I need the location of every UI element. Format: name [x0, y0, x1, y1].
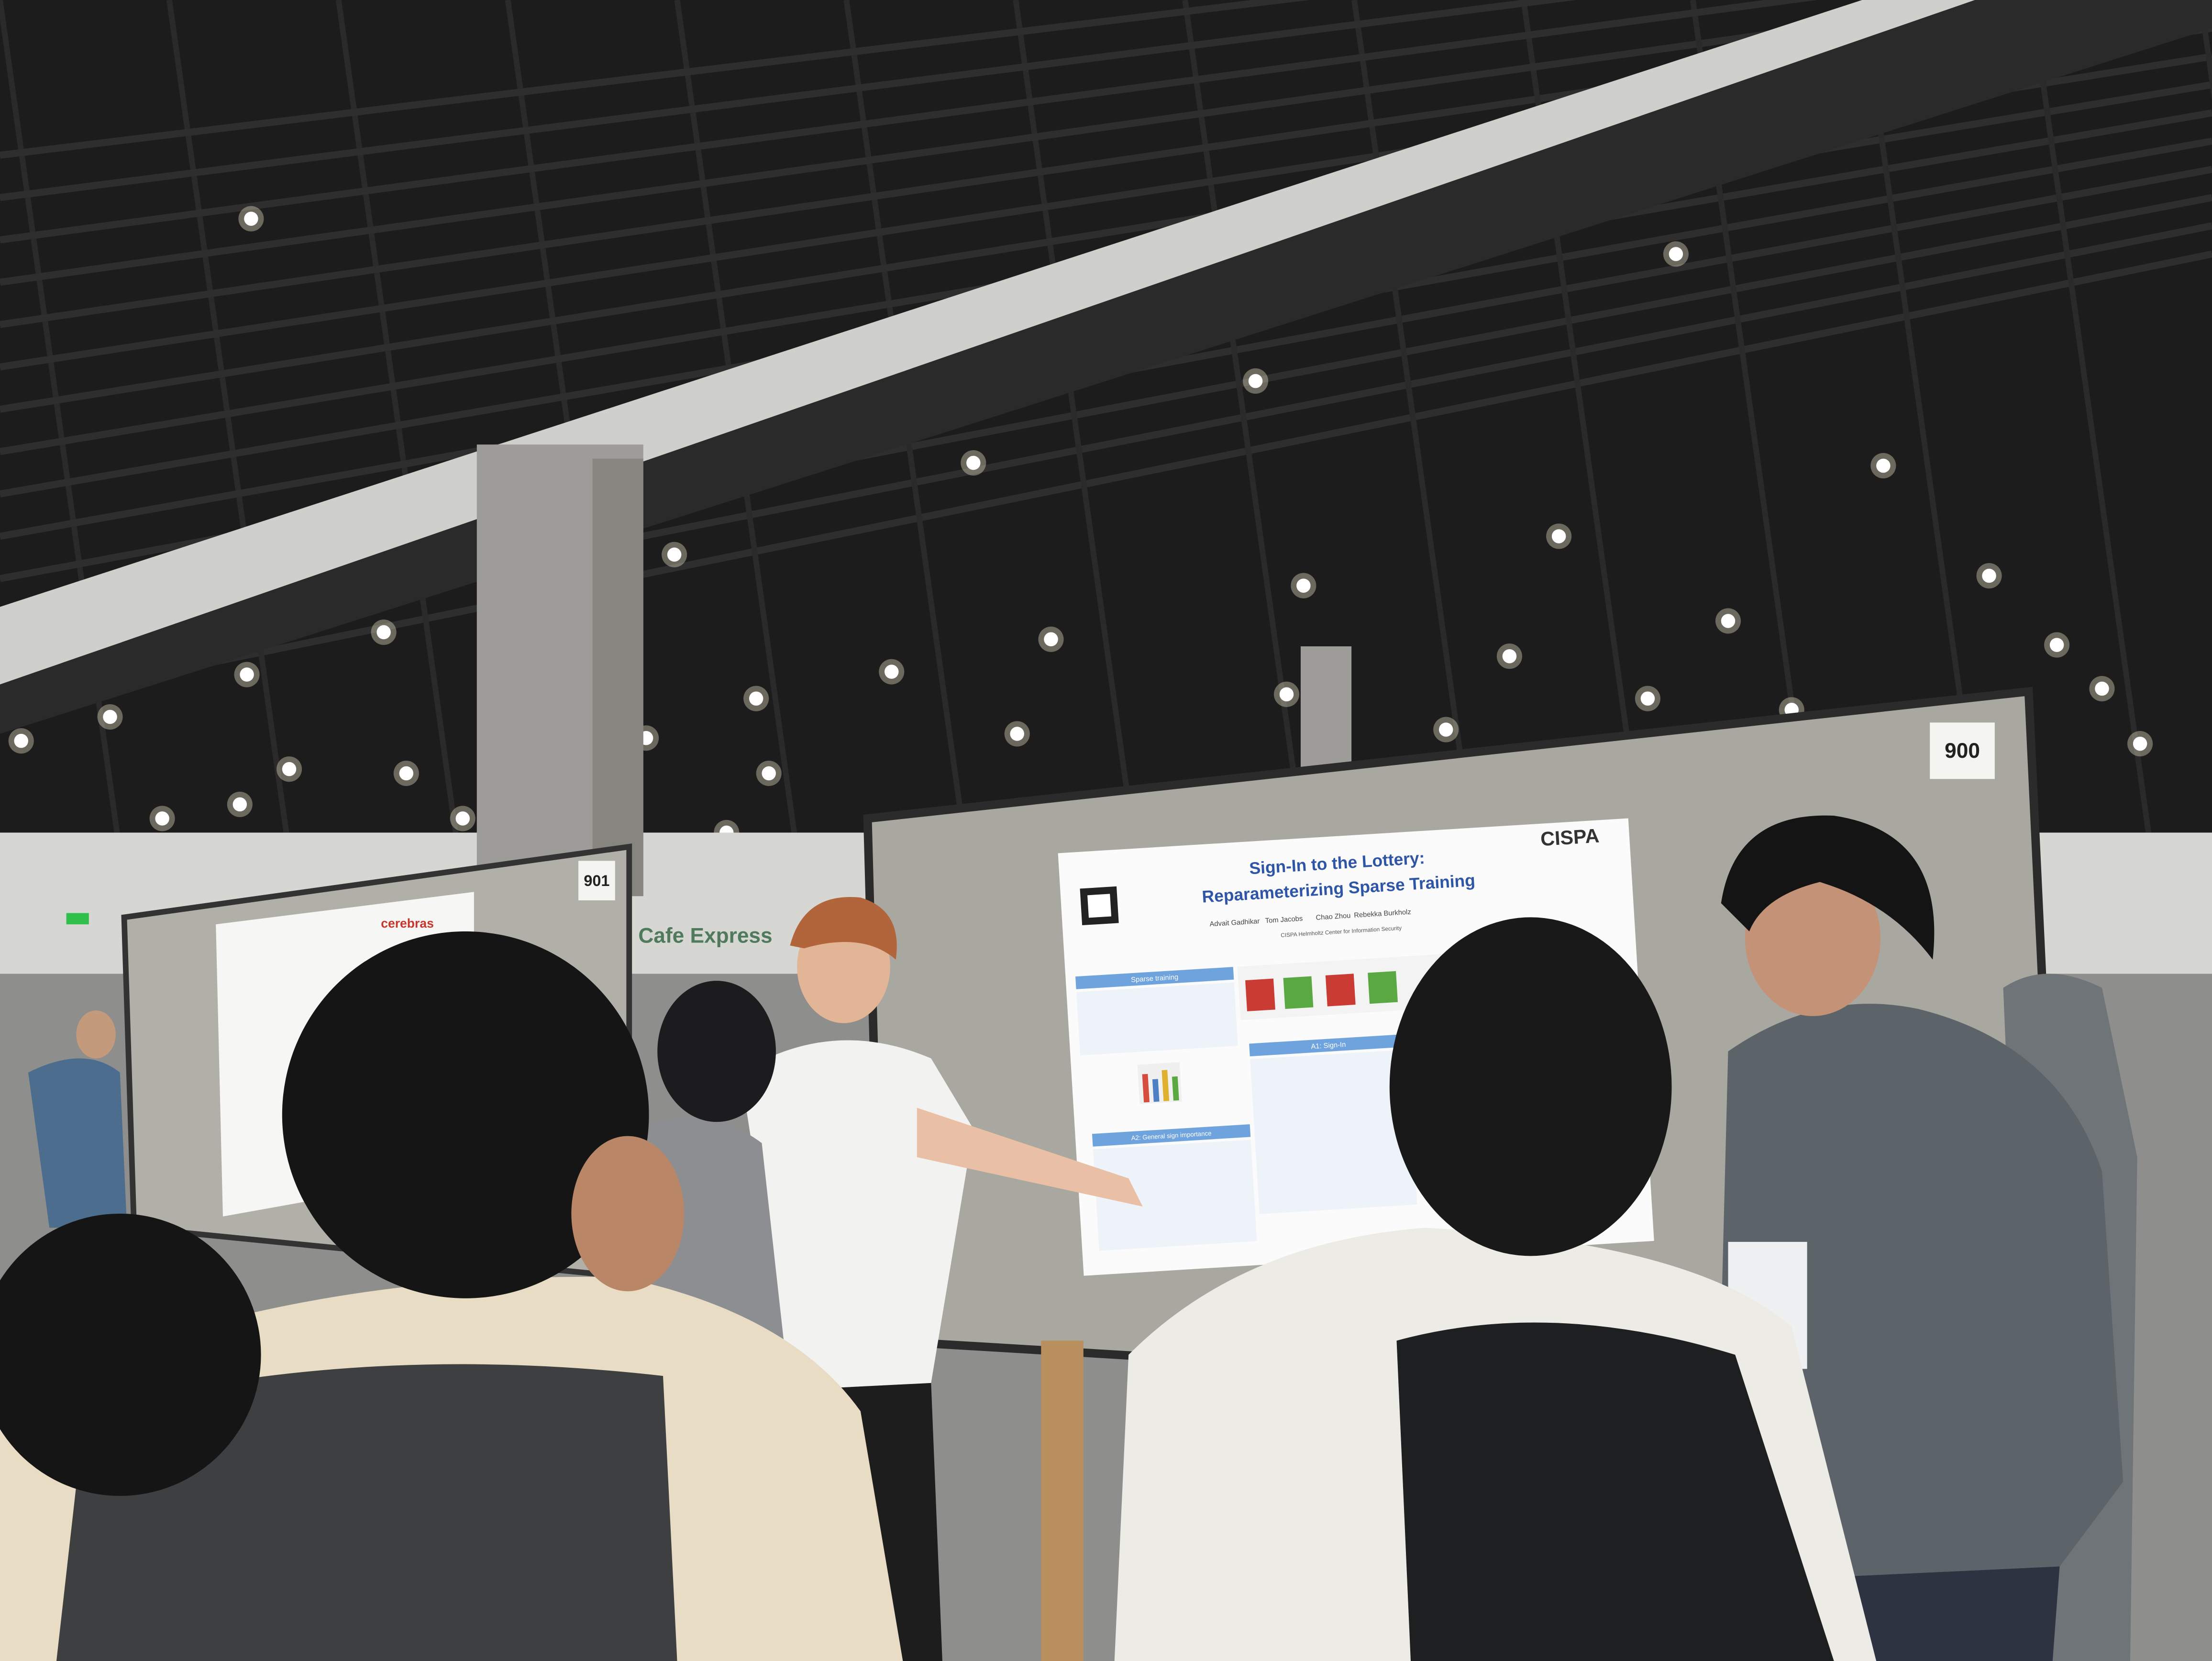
- truss: [0, 250, 2212, 709]
- neighbor-logo: cerebras: [381, 916, 434, 930]
- section-body: [1093, 1140, 1257, 1251]
- cafe-sign: Cafe Express: [638, 924, 772, 947]
- hoodie-man-head: [1745, 861, 1880, 1016]
- ceiling-light: [1438, 722, 1453, 737]
- ceiling-light: [376, 625, 391, 640]
- ceiling-light: [1640, 691, 1655, 706]
- truss: [0, 0, 1577, 201]
- student-hair: [657, 981, 776, 1122]
- pillar-side: [592, 458, 643, 897]
- truss: [0, 0, 1817, 244]
- backpack: [1396, 1322, 1834, 1661]
- truss: [0, 0, 1310, 159]
- ceiling-light: [103, 709, 117, 724]
- figure-bar: [1172, 1076, 1179, 1101]
- board-stand: [1041, 1340, 1084, 1661]
- ceiling-light: [667, 547, 682, 562]
- board-number: 900: [1945, 739, 1980, 763]
- poster-logo: CISPA: [1540, 825, 1600, 850]
- section-title: A1: Sign-In: [1311, 1041, 1346, 1051]
- author: Chao Zhou: [1316, 912, 1351, 921]
- figure-bar: [1142, 1074, 1150, 1103]
- section-body: [1250, 1049, 1417, 1214]
- ceiling-light: [282, 762, 297, 776]
- figure-bar: [1161, 1070, 1170, 1101]
- board-number: 901: [584, 872, 609, 889]
- section-header: [1249, 1034, 1408, 1057]
- ceiling-light: [399, 766, 414, 781]
- qr-code-inner: [1087, 894, 1112, 918]
- ceiling-light: [966, 455, 981, 470]
- section-body: [1076, 982, 1238, 1056]
- author: Advait Gadhikar: [1209, 918, 1260, 928]
- ceiling-light: [1044, 632, 1058, 647]
- head: [76, 1010, 116, 1059]
- ceiling-light: [1551, 529, 1566, 543]
- section-header: [1075, 967, 1234, 989]
- section-title: Sparse training: [1131, 974, 1179, 984]
- ceiling-light: [1296, 578, 1311, 593]
- presenter-arm: [917, 1107, 1143, 1207]
- heatmap: [1245, 978, 1275, 1011]
- heatmap: [1283, 976, 1314, 1009]
- ceiling-light: [1279, 687, 1294, 702]
- background-person: [28, 1058, 127, 1228]
- hoodie-man-hair: [1721, 815, 1935, 960]
- heatmap: [1325, 974, 1356, 1007]
- board-number-card: [1930, 722, 1995, 779]
- ceiling-light: [2049, 638, 2064, 652]
- far-left-hair: [0, 1213, 261, 1496]
- ceiling-light: [2095, 681, 2109, 696]
- ceiling-light: [1876, 458, 1891, 473]
- ceiling-light: [1248, 374, 1263, 388]
- figure-bar: [1152, 1079, 1160, 1102]
- ceiling-light: [1982, 568, 1996, 583]
- ceiling-light: [1721, 614, 1736, 628]
- ceiling-light: [1502, 649, 1517, 664]
- ceiling-light: [2133, 736, 2147, 751]
- section-header: [1092, 1124, 1251, 1147]
- cream-shirt-hair: [1389, 917, 1672, 1256]
- exit-sign: [66, 913, 89, 925]
- foreground-face: [571, 1136, 685, 1292]
- truss: [843, 0, 976, 904]
- authors: Advait Gadhikar Tom Jacobs Chao Zhou Rebekk…: [1209, 908, 1411, 929]
- truss: [2028, 0, 2161, 904]
- author: Tom Jacobs: [1265, 915, 1303, 925]
- ceiling-light: [885, 664, 899, 679]
- foreground-hair: [282, 931, 649, 1298]
- ceiling-light: [240, 667, 254, 682]
- ceiling-light: [14, 733, 28, 748]
- pillar: [1300, 646, 1352, 774]
- board-number-card: [578, 861, 615, 901]
- author: Rebekka Burkholz: [1354, 908, 1411, 919]
- ceiling-light: [749, 691, 763, 706]
- presenter-hair: [790, 897, 897, 960]
- ceiling-light: [455, 811, 470, 826]
- hoodie-man: [1721, 1004, 2124, 1581]
- presenter-shirt: [741, 1040, 973, 1390]
- heatmap: [1368, 971, 1398, 1004]
- ceiling-light: [1010, 727, 1024, 741]
- ceiling-light: [762, 766, 776, 781]
- ceiling-light: [1669, 247, 1683, 261]
- ceiling-light: [244, 211, 258, 226]
- ceiling-light: [155, 811, 169, 826]
- ceiling-light: [232, 797, 247, 812]
- truss: [1013, 0, 1146, 904]
